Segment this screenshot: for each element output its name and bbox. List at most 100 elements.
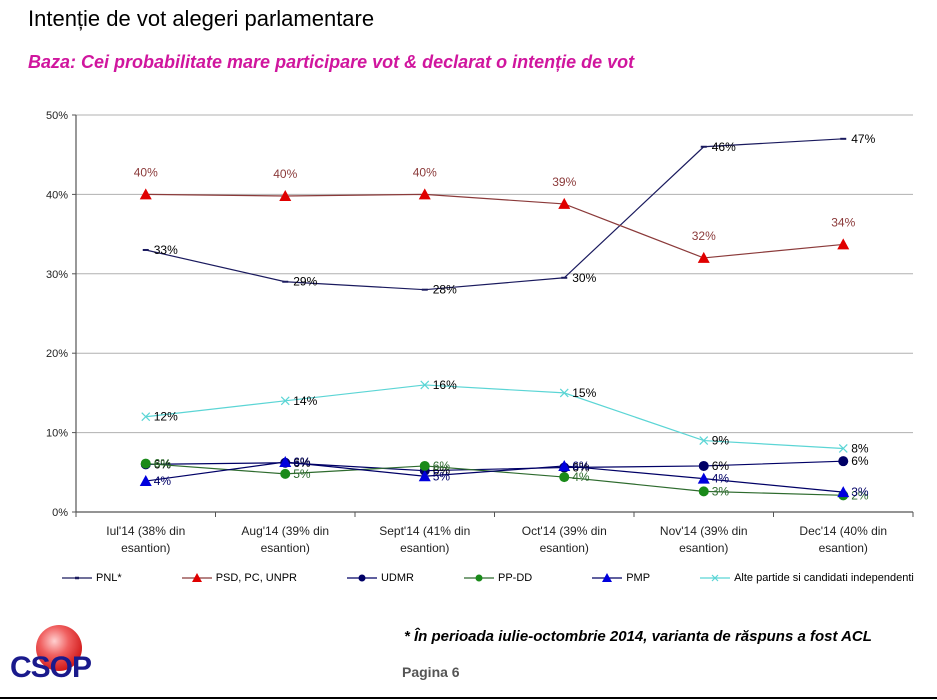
data-label: 29% bbox=[293, 275, 317, 289]
data-point bbox=[420, 380, 430, 390]
data-point bbox=[140, 458, 151, 469]
legend-label: Alte partide si candidati independenti bbox=[734, 572, 914, 584]
line-chart: 0% 10% 20% 30% 40% 50% Iul'14 (38% din esantion… bbox=[46, 110, 914, 555]
data-point bbox=[838, 456, 849, 467]
data-label: 39% bbox=[552, 175, 576, 189]
legend-label: PNL* bbox=[96, 572, 122, 584]
data-label: 6% bbox=[293, 456, 311, 470]
x-tick-label: Dec'14 (40% din bbox=[799, 524, 887, 538]
data-point bbox=[697, 251, 710, 263]
data-point bbox=[837, 486, 850, 498]
data-label: 15% bbox=[572, 386, 596, 400]
data-point bbox=[141, 412, 151, 422]
data-label: 4% bbox=[712, 472, 730, 486]
y-tick-label: 0% bbox=[52, 507, 68, 519]
data-label: 5% bbox=[433, 469, 451, 483]
page-number: Pagina 6 bbox=[402, 664, 460, 680]
data-label: 14% bbox=[293, 394, 317, 408]
data-point bbox=[279, 455, 292, 467]
data-label: 4% bbox=[154, 474, 172, 488]
legend-item: Alte partide si candidati independenti bbox=[698, 571, 914, 585]
footnote: * În perioada iulie-octombrie 2014, vari… bbox=[404, 628, 872, 645]
legend-item: PNL* bbox=[60, 571, 122, 585]
data-point bbox=[418, 470, 431, 482]
y-tick-label: 20% bbox=[46, 348, 68, 360]
data-point bbox=[558, 197, 571, 209]
data-point bbox=[559, 472, 570, 483]
data-label: 5% bbox=[293, 467, 311, 481]
page-title: Intenție de vot alegeri parlamentare bbox=[28, 6, 375, 31]
data-label: 34% bbox=[831, 215, 855, 229]
data-label: 6% bbox=[154, 457, 172, 471]
data-point bbox=[559, 388, 569, 398]
data-point bbox=[699, 436, 709, 445]
data-label: 16% bbox=[433, 378, 457, 392]
legend-item: PMP bbox=[590, 571, 650, 585]
legend-label: UDMR bbox=[380, 572, 414, 584]
x-tick-label: Aug'14 (39% din bbox=[241, 524, 329, 538]
data-label: 9% bbox=[712, 434, 730, 448]
data-label: 6% bbox=[293, 455, 311, 469]
y-tick-label: 10% bbox=[46, 428, 68, 440]
data-point bbox=[279, 189, 292, 201]
data-label: 32% bbox=[692, 229, 716, 243]
x-tick-label: Iul'14 (38% din bbox=[106, 524, 185, 538]
legend-item: UDMR bbox=[345, 571, 414, 585]
legend-item: PSD, PC, UNPR bbox=[180, 571, 297, 585]
data-point bbox=[280, 468, 291, 479]
data-label: 12% bbox=[154, 410, 178, 424]
legend-label: PSD, PC, UNPR bbox=[215, 572, 297, 584]
data-label: 6% bbox=[433, 459, 451, 473]
data-point bbox=[558, 459, 571, 471]
y-tick-label: 50% bbox=[46, 110, 68, 122]
data-label: 46% bbox=[712, 140, 736, 154]
csop-logo: CSOP bbox=[8, 625, 108, 693]
data-point bbox=[139, 188, 152, 200]
x-tick-label: esantion) bbox=[540, 541, 589, 555]
bottom-divider bbox=[0, 697, 937, 699]
legend-swatch-icon bbox=[592, 573, 623, 582]
data-point bbox=[837, 238, 850, 250]
x-tick-label: Nov'14 (39% din bbox=[660, 524, 748, 538]
x-tick-label: esantion) bbox=[261, 541, 310, 555]
legend-swatch-icon bbox=[181, 573, 212, 582]
y-tick-label: 40% bbox=[46, 189, 68, 201]
legend-label: PP-DD bbox=[497, 572, 533, 584]
data-label: 3% bbox=[712, 484, 730, 498]
data-label: 40% bbox=[273, 167, 297, 181]
x-tick-label: Sept'14 (41% din bbox=[379, 524, 470, 538]
data-point bbox=[698, 486, 709, 497]
x-tick-label: esantion) bbox=[121, 541, 170, 555]
data-label: 6% bbox=[712, 459, 730, 473]
x-tick-label: esantion) bbox=[400, 541, 449, 555]
series-line-3 bbox=[145, 462, 844, 496]
legend-swatch-icon bbox=[463, 574, 494, 582]
data-point bbox=[838, 444, 848, 453]
legend-swatch-icon bbox=[700, 574, 731, 582]
series-line-5 bbox=[145, 384, 844, 450]
x-tick-label: esantion) bbox=[819, 541, 868, 555]
data-point bbox=[280, 396, 290, 406]
data-label: 28% bbox=[433, 283, 457, 297]
data-point bbox=[419, 460, 430, 471]
data-label: 33% bbox=[154, 243, 178, 257]
logo-text: CSOP bbox=[10, 651, 92, 684]
data-point bbox=[418, 188, 431, 200]
chart-legend: PNL* PSD, PC, UNPR UDMR PP-DD PMP Alte partid… bbox=[60, 568, 914, 588]
data-label: 6% bbox=[851, 454, 869, 468]
data-label: 4% bbox=[572, 470, 590, 484]
data-label: 2% bbox=[851, 488, 869, 502]
logo-sphere-icon bbox=[36, 625, 82, 671]
legend-swatch-icon bbox=[346, 574, 377, 582]
series-line-0 bbox=[145, 138, 844, 291]
legend-swatch-icon bbox=[62, 576, 92, 580]
data-label: 30% bbox=[572, 271, 596, 285]
x-tick-label: Oct'14 (39% din bbox=[522, 524, 607, 538]
page-subtitle: Baza: Cei probabilitate mare participare… bbox=[28, 52, 635, 72]
series-line-2 bbox=[145, 460, 844, 472]
series-line-4 bbox=[145, 461, 844, 493]
data-point bbox=[697, 472, 710, 484]
data-label: 40% bbox=[134, 165, 158, 179]
data-point bbox=[139, 475, 152, 487]
legend-label: PMP bbox=[626, 572, 651, 584]
